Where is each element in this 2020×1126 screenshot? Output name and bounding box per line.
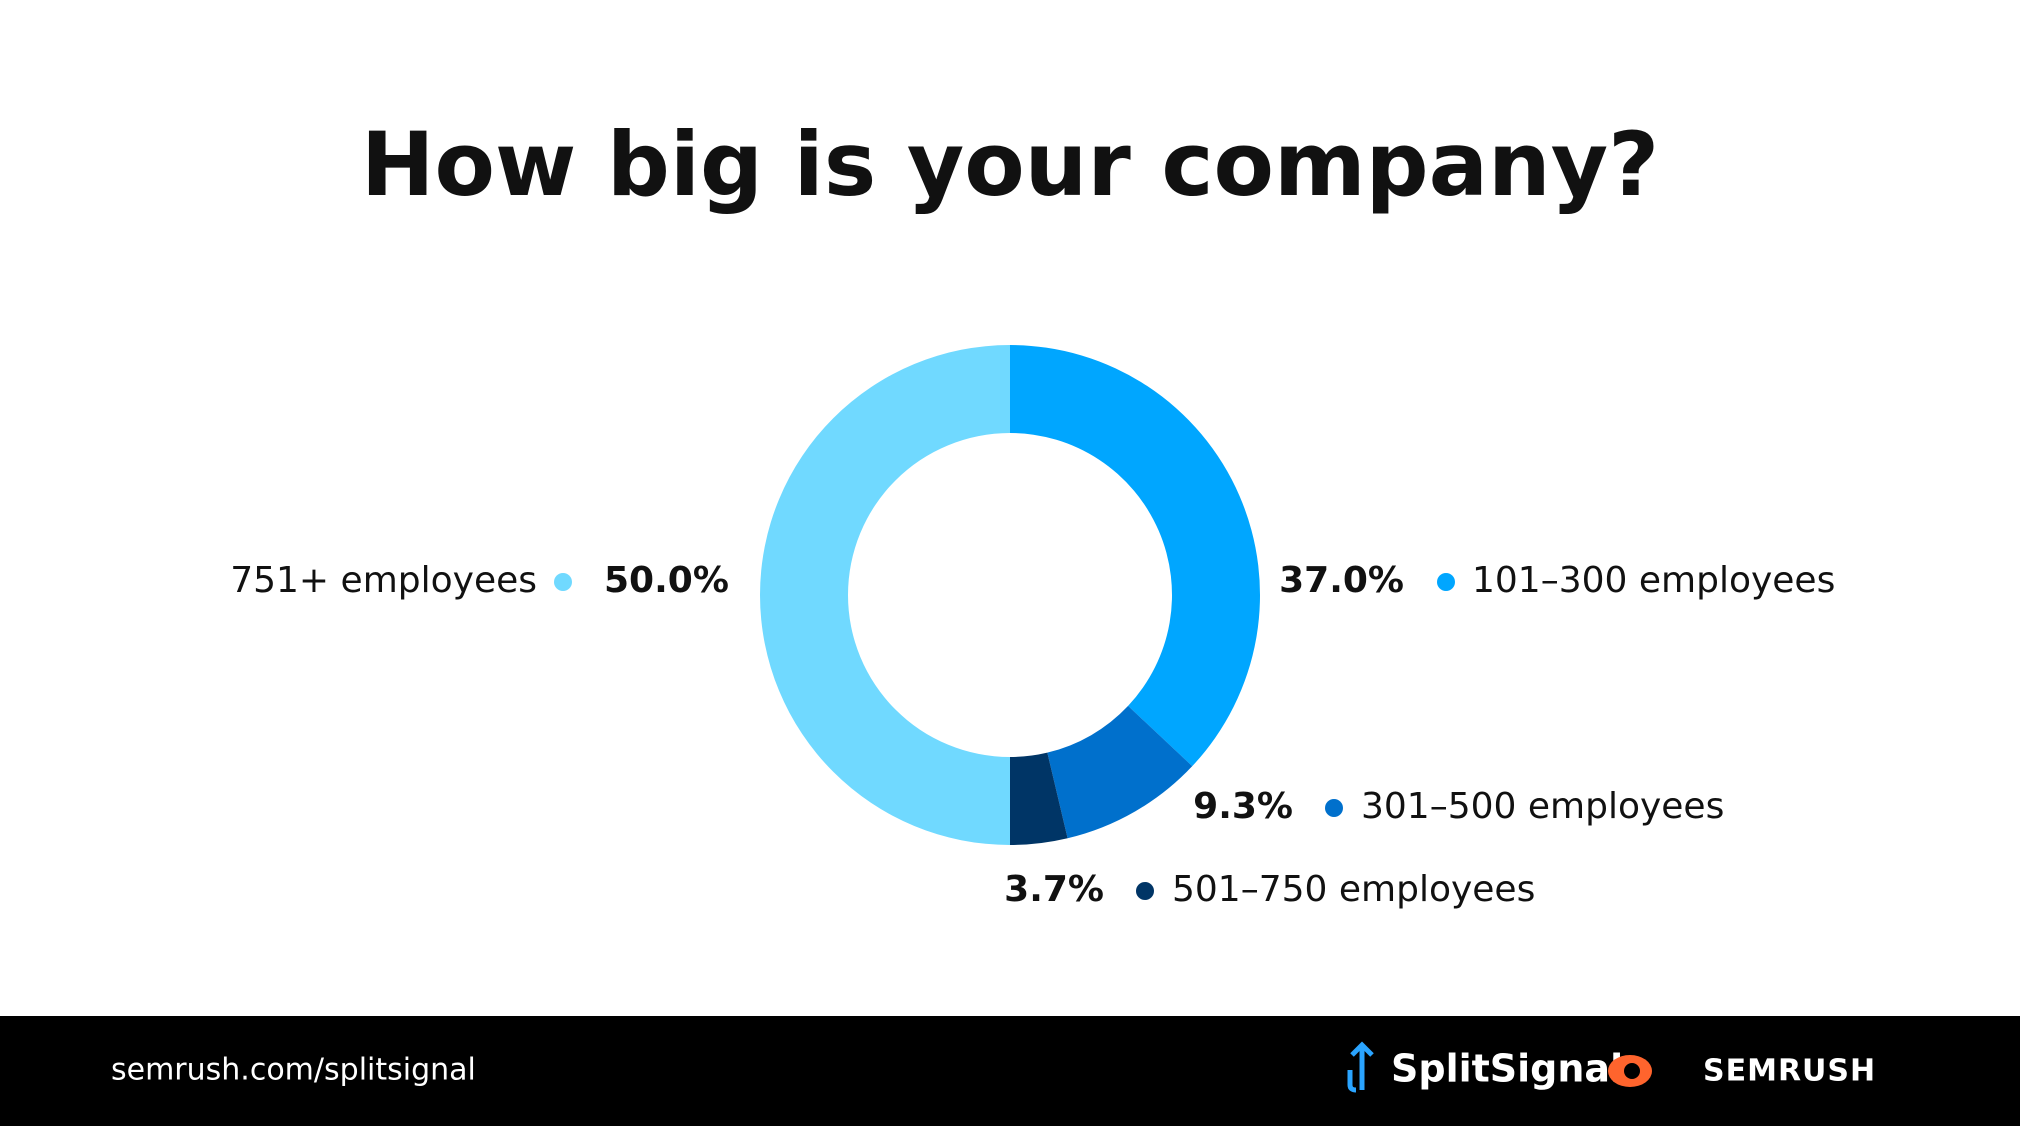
- splitsignal-icon: [1347, 1041, 1374, 1093]
- legend-dot: [554, 573, 572, 591]
- value-label: 9.3%: [1193, 786, 1293, 827]
- legend-dot: [1325, 799, 1343, 817]
- semrush-icon: [1608, 1055, 1652, 1087]
- donut: [760, 345, 1261, 845]
- legend-dot: [1136, 882, 1154, 900]
- brand-semrush: SEMRUSH: [1703, 1054, 1876, 1089]
- value-label: 3.7%: [1004, 869, 1104, 910]
- footer-url: semrush.com/splitsignal: [111, 1053, 476, 1088]
- brand-splitsignal: SplitSignal: [1391, 1047, 1623, 1091]
- donut-segment: [1047, 705, 1193, 839]
- footer-bar: [0, 1016, 2020, 1126]
- category-label: 101–300 employees: [1472, 560, 1835, 601]
- value-label: 50.0%: [604, 560, 729, 601]
- value-label: 37.0%: [1279, 560, 1404, 601]
- legend-dot: [1437, 573, 1455, 591]
- donut-segment: [1010, 345, 1261, 767]
- category-label: 501–750 employees: [1172, 869, 1535, 910]
- donut-segment: [1010, 752, 1068, 845]
- category-label: 301–500 employees: [1361, 786, 1724, 827]
- donut-segment: [760, 345, 1010, 845]
- chart-title: How big is your company?: [361, 113, 1659, 216]
- category-label: 751+ employees: [230, 560, 537, 601]
